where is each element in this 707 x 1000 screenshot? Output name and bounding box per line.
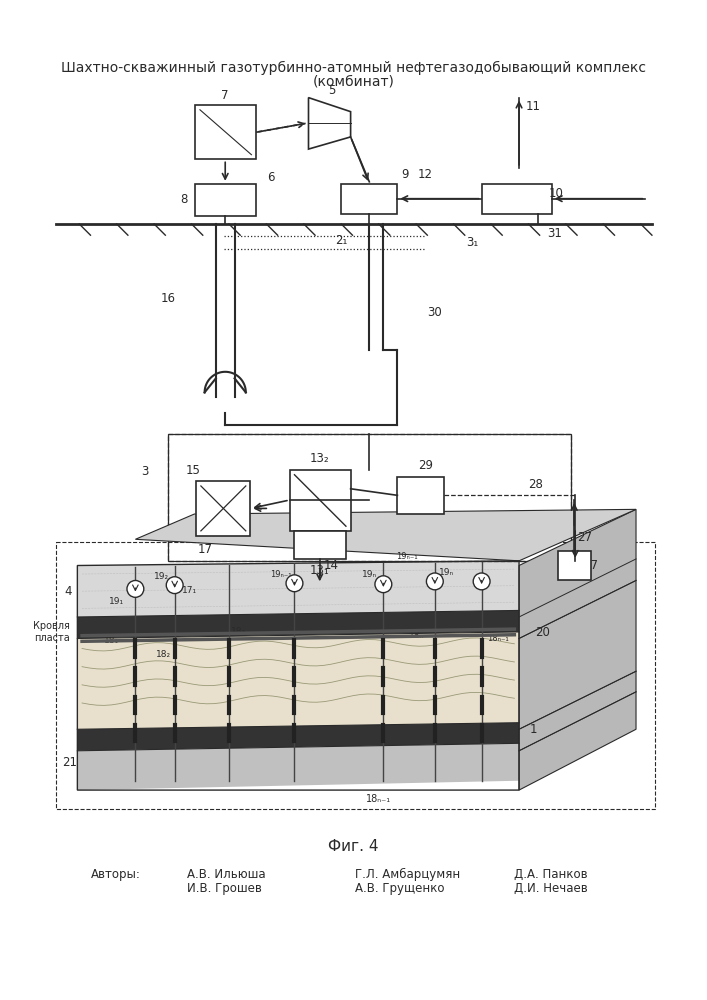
Text: 18ₙ₋₁: 18ₙ₋₁ xyxy=(366,794,391,804)
Text: 3: 3 xyxy=(141,465,148,478)
Text: 16: 16 xyxy=(160,292,175,305)
Text: И.В. Грошев: И.В. Грошев xyxy=(187,882,262,895)
Text: 19ₙ₋₁: 19ₙ₋₁ xyxy=(396,552,418,561)
Text: 1: 1 xyxy=(530,723,537,736)
Text: 14: 14 xyxy=(324,559,339,572)
Text: 27: 27 xyxy=(583,559,599,572)
Text: Г.Л. Амбарцумян: Г.Л. Амбарцумян xyxy=(356,868,460,881)
Text: пласта: пласта xyxy=(34,633,70,643)
Polygon shape xyxy=(77,632,519,729)
Text: 21: 21 xyxy=(62,756,77,769)
Text: 18ₙ: 18ₙ xyxy=(409,631,423,640)
Text: 31: 31 xyxy=(547,227,562,240)
Bar xyxy=(168,434,571,561)
Circle shape xyxy=(426,573,443,590)
Polygon shape xyxy=(77,561,519,617)
Text: 20: 20 xyxy=(535,626,550,639)
Text: Д.А. Панков: Д.А. Панков xyxy=(515,868,588,881)
Bar xyxy=(397,477,444,514)
Text: 19ₙ: 19ₙ xyxy=(362,570,377,579)
Text: 13₂: 13₂ xyxy=(310,452,329,465)
Bar xyxy=(294,531,346,559)
Bar xyxy=(481,184,551,214)
Text: А.В. Ильюша: А.В. Ильюша xyxy=(187,868,265,881)
Text: 19ₙ₋₁: 19ₙ₋₁ xyxy=(269,570,291,579)
Bar xyxy=(168,434,571,561)
Text: 3₁: 3₁ xyxy=(466,236,479,249)
Polygon shape xyxy=(308,98,351,149)
Bar xyxy=(341,184,397,214)
Text: 18₃: 18₃ xyxy=(230,627,246,636)
Text: 19₁: 19₁ xyxy=(109,597,124,606)
Text: 19ₙ: 19ₙ xyxy=(438,568,454,577)
Text: 17: 17 xyxy=(198,543,213,556)
Polygon shape xyxy=(77,743,519,790)
Text: 18₂: 18₂ xyxy=(156,650,171,659)
Text: 27: 27 xyxy=(577,531,592,544)
Text: 15: 15 xyxy=(186,464,201,477)
Text: Шахтно-скважинный газотурбинно-атомный нефтегазодобывающий комплекс: Шахтно-скважинный газотурбинно-атомный н… xyxy=(61,61,646,75)
Text: 4: 4 xyxy=(64,585,71,598)
Text: 8: 8 xyxy=(180,193,188,206)
Text: 12: 12 xyxy=(418,168,433,181)
Polygon shape xyxy=(77,610,519,638)
Bar xyxy=(56,542,655,809)
Text: 2₁: 2₁ xyxy=(335,234,347,247)
Text: 28: 28 xyxy=(528,478,544,491)
Text: (комбинат): (комбинат) xyxy=(312,75,395,89)
Text: 18ₙ₋₁: 18ₙ₋₁ xyxy=(486,634,508,643)
Circle shape xyxy=(127,580,144,597)
Text: Кровля: Кровля xyxy=(33,621,70,631)
Text: 6: 6 xyxy=(267,171,275,184)
Text: 30: 30 xyxy=(428,306,442,319)
Polygon shape xyxy=(135,509,636,561)
Circle shape xyxy=(286,575,303,592)
Text: 5: 5 xyxy=(328,84,336,97)
Text: 19₂: 19₂ xyxy=(154,572,169,581)
Bar xyxy=(197,481,250,536)
Text: 17₁: 17₁ xyxy=(182,586,197,595)
Text: Д.И. Нечаев: Д.И. Нечаев xyxy=(515,882,588,895)
Text: 18₁: 18₁ xyxy=(105,636,119,645)
Circle shape xyxy=(473,573,490,590)
Bar xyxy=(195,184,256,216)
Text: 10: 10 xyxy=(549,187,564,200)
Bar xyxy=(195,105,256,159)
Bar xyxy=(559,551,591,580)
Polygon shape xyxy=(77,723,519,751)
Bar xyxy=(290,470,351,531)
Text: 9: 9 xyxy=(401,168,409,181)
Text: Фиг. 4: Фиг. 4 xyxy=(328,839,379,854)
Text: 11: 11 xyxy=(525,100,541,113)
Text: А.В. Грущенко: А.В. Грущенко xyxy=(356,882,445,895)
Text: 13₁: 13₁ xyxy=(310,564,329,577)
Circle shape xyxy=(375,576,392,593)
Text: 7: 7 xyxy=(221,89,229,102)
Polygon shape xyxy=(519,509,636,790)
Circle shape xyxy=(166,577,183,594)
Text: Авторы:: Авторы: xyxy=(90,868,141,881)
Text: 29: 29 xyxy=(418,459,433,472)
